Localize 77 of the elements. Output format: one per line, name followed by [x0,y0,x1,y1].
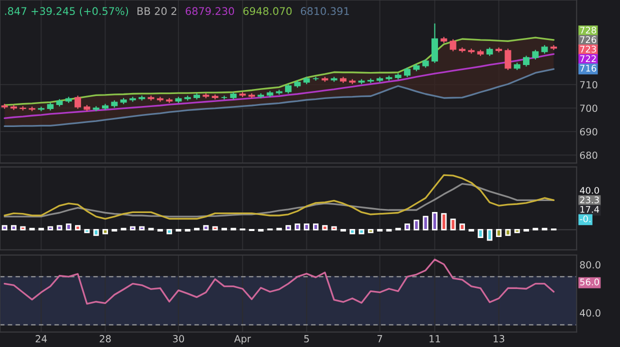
bar [93,229,99,236]
y-tick-label: 40.0 [580,309,600,317]
bar [496,229,502,237]
bar [331,226,337,230]
candlestick [532,49,539,60]
y-tick-label: 700 [580,104,598,112]
bar [358,229,364,234]
bar [313,224,319,230]
text: -0. [580,215,590,222]
bar [2,225,8,230]
text: 6810.391 [300,7,349,16]
text: 17.4 [580,206,600,213]
text: .847 +39.245 (+0.57%) [5,6,128,16]
bar [203,225,209,230]
x-tick-label: 5 [304,335,309,342]
bar [441,213,447,230]
text: 722 [580,55,596,62]
candlestick [404,66,411,78]
bar [368,229,374,234]
bar [166,229,172,234]
x-tick-label: 11 [430,335,440,342]
line-series [4,258,555,305]
x-tick-label: 28 [100,335,111,342]
bar [422,216,428,230]
line-series [4,68,555,128]
bar [350,229,356,234]
bar [10,225,16,230]
bar [139,226,145,230]
bar [505,229,511,236]
bar [459,224,465,230]
text: 56.0 [580,278,599,286]
bar [432,212,438,230]
line-series [4,36,555,106]
candlestick [450,38,456,52]
text: 728 [580,26,596,34]
bar [322,225,328,230]
text: 6948.070 [243,7,292,16]
bar [20,226,26,230]
x-tick-label: 13 [494,335,504,342]
candlestick [431,22,438,64]
bar [514,229,520,234]
text: 716 [580,64,596,72]
bar [286,225,292,230]
bar [56,225,62,230]
candlestick [523,55,530,68]
bar [478,229,484,238]
bar [84,229,90,234]
bar [414,220,420,230]
bar [486,229,492,241]
x-tick-label: Apr [234,335,251,344]
y-tick-label: 710 [580,81,598,88]
y-tick-label: 690 [580,128,598,136]
bar [130,226,136,230]
bar [212,226,218,230]
legend-title: BB 20 2 [138,7,176,16]
bar [304,224,310,230]
candlestick [220,95,228,100]
text: 726 [580,36,596,44]
text: 23.3 [580,196,599,204]
bar [294,224,300,230]
text: 723 [580,46,596,53]
x-tick-label: 30 [173,335,184,342]
candlestick [312,76,320,82]
bar [102,229,108,234]
candlestick [74,95,82,110]
y-tick-label: 680 [580,152,598,159]
candlestick [504,48,512,71]
candlestick [285,83,292,94]
y-tick-label: 80.0 [580,261,600,269]
bar [450,218,456,230]
bar [66,224,72,230]
x-tick-label: 7 [378,335,382,342]
bar [75,225,81,230]
x-tick-label: 24 [36,335,47,342]
bar [48,226,54,230]
text: 6879.230 [186,7,234,16]
bar [404,224,410,230]
